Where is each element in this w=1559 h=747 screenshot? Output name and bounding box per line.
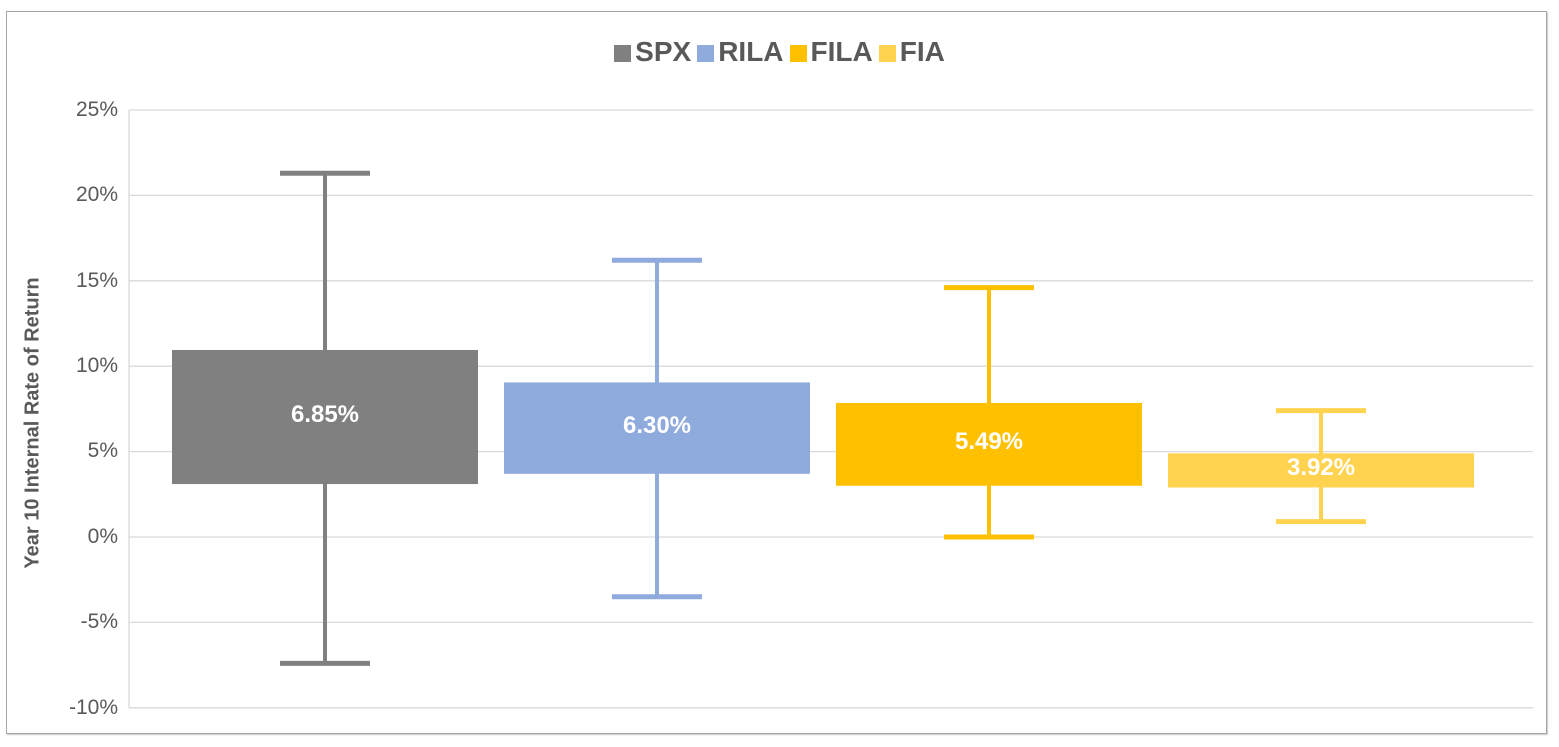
y-tick-label: 5% [87, 439, 118, 462]
legend-item-fila: FILA [789, 36, 873, 68]
legend-label: SPX [635, 36, 692, 67]
legend-item-rila: RILA [697, 36, 784, 68]
box-fia [1168, 408, 1474, 525]
legend-label: RILA [718, 36, 784, 67]
box-label-fila: 5.49% [954, 428, 1024, 456]
box-label-rila: 6.30% [622, 412, 692, 440]
box-rila [504, 257, 810, 600]
y-tick-label: -10% [68, 696, 118, 719]
legend-swatch-fia-icon [878, 44, 896, 62]
legend-item-fia: FIA [878, 36, 945, 68]
box-fila [836, 285, 1142, 540]
legend: SPX RILA FILA FIA [0, 36, 1559, 68]
legend-label: FIA [899, 36, 945, 67]
y-tick-label: 0% [87, 525, 118, 548]
box-label-spx: 6.85% [290, 401, 360, 428]
y-tick-label: 15% [75, 269, 118, 292]
legend-swatch-rila-icon [697, 44, 715, 62]
y-tick-label: -5% [80, 610, 118, 633]
y-tick-label: 20% [75, 183, 118, 206]
boxes [172, 170, 1474, 666]
box-spx [172, 170, 478, 666]
legend-item-spx: SPX [614, 36, 691, 68]
legend-label: FILA [810, 36, 873, 67]
y-tick-label: 25% [75, 98, 118, 121]
box-label-fia: 3.92% [1286, 454, 1356, 482]
legend-swatch-spx-icon [614, 44, 632, 62]
legend-swatch-fila-icon [789, 44, 807, 62]
y-tick-label: 10% [75, 354, 118, 377]
